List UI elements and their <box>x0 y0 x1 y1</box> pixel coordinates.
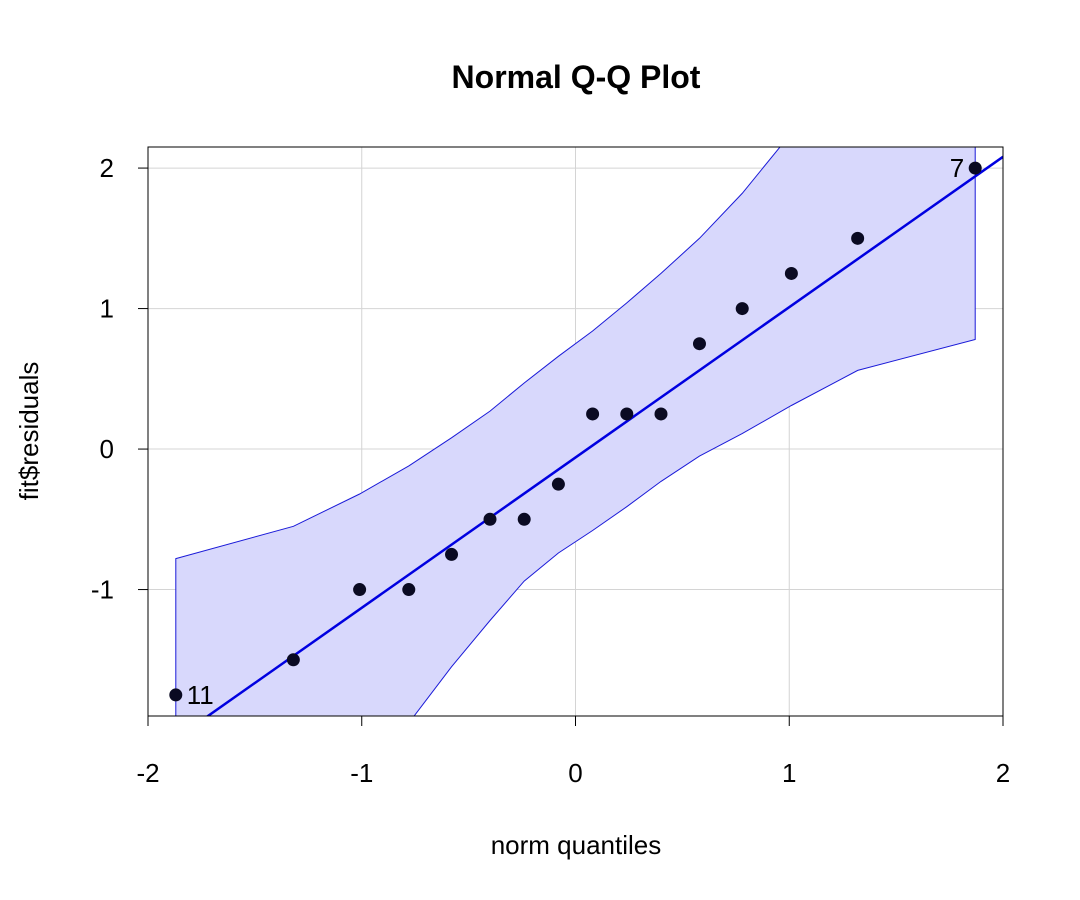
chart-title: Normal Q-Q Plot <box>452 59 701 95</box>
data-point <box>784 266 798 280</box>
confidence-band <box>175 147 976 716</box>
data-point <box>551 477 565 491</box>
data-point <box>735 302 749 316</box>
x-tick-label: -2 <box>136 758 159 788</box>
x-axis: -2 -1 0 1 2 <box>136 715 1010 788</box>
data-point <box>483 512 497 526</box>
data-point <box>586 407 600 421</box>
data-point <box>968 161 982 175</box>
x-axis-label: norm quantiles <box>491 830 662 860</box>
y-tick-label: 2 <box>100 153 114 183</box>
data-points <box>169 161 982 702</box>
x-tick-label: 1 <box>782 758 796 788</box>
point-label: 7 <box>950 153 964 183</box>
data-point <box>169 688 183 702</box>
data-point <box>620 407 634 421</box>
data-point <box>353 583 367 597</box>
x-tick-label: 2 <box>996 758 1010 788</box>
data-point <box>654 407 668 421</box>
x-tick-label: -1 <box>350 758 373 788</box>
y-tick-label: 0 <box>100 434 114 464</box>
data-point <box>692 337 706 351</box>
y-axis: -1 0 1 2 <box>91 153 149 605</box>
y-tick-label: 1 <box>100 294 114 324</box>
data-point <box>286 653 300 667</box>
data-point <box>851 231 865 245</box>
point-label: 11 <box>187 680 214 710</box>
x-tick-label: 0 <box>568 758 582 788</box>
data-point <box>445 547 459 561</box>
y-axis-label: fit$residuals <box>14 362 44 501</box>
y-tick-label: -1 <box>91 575 114 605</box>
point-labels: 11 7 <box>187 153 964 710</box>
confidence-band-area <box>175 147 976 716</box>
data-point <box>402 583 416 597</box>
data-point <box>517 512 531 526</box>
